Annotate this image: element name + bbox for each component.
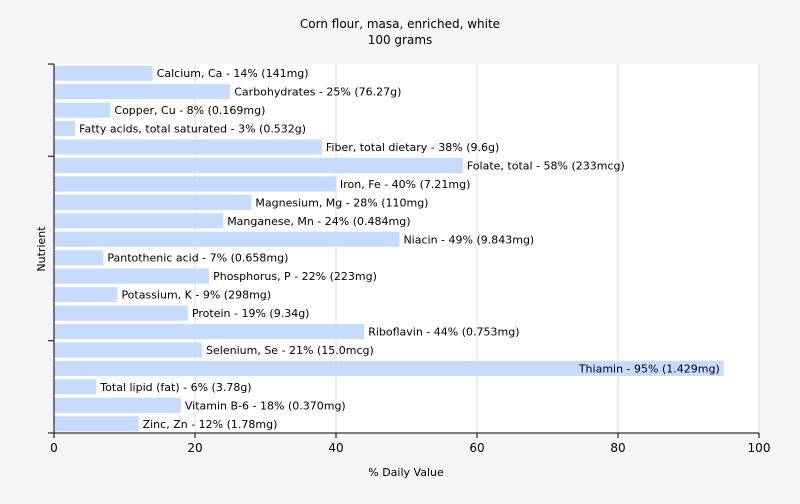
bar-label: Total lipid (fat) - 6% (3.78g) [99,381,251,394]
bar [54,305,188,321]
bar-label: Riboflavin - 44% (0.753mg) [368,326,519,339]
bar [54,268,210,284]
chart-subtitle: 100 grams [368,33,433,47]
bar [54,102,111,118]
bar [54,416,139,432]
bar [54,194,252,210]
bar-label: Thiamin - 95% (1.429mg) [578,362,720,375]
bar [54,139,322,155]
bar [54,231,400,247]
x-tick-label: 60 [469,441,484,455]
bar-label: Calcium, Ca - 14% (141mg) [157,67,309,80]
x-axis-label: % Daily Value [368,466,444,479]
bar [54,157,463,174]
bar-label: Vitamin B-6 - 18% (0.370mg) [185,399,346,412]
bar-label: Carbohydrates - 25% (76.27g) [234,86,401,99]
bars: Calcium, Ca - 14% (141mg) Carbohydrates -… [54,65,724,432]
bar [54,360,724,376]
bar [54,342,203,358]
bar-label: Folate, total - 58% (233mcg) [467,159,625,172]
x-tick-label: 0 [50,441,58,455]
bar [54,65,153,81]
bar-label: Phosphorus, P - 22% (223mg) [213,270,377,283]
bar [54,84,231,100]
bar [54,397,181,413]
bar [54,379,97,395]
bar [54,287,118,303]
axes [48,63,759,434]
bar-label: Fiber, total dietary - 38% (9.6g) [326,141,499,154]
chart-title: Corn flour, masa, enriched, white [300,17,500,31]
bar [54,250,104,266]
bar-label: Copper, Cu - 8% (0.169mg) [114,104,265,117]
bar-label: Iron, Fe - 40% (7.21mg) [340,178,470,191]
bar-label: Pantothenic acid - 7% (0.658mg) [107,252,288,265]
bar-label: Magnesium, Mg - 28% (110mg) [255,196,428,209]
x-tick-label: 40 [328,441,343,455]
x-ticks: 0 20 40 60 80 100 [50,433,770,455]
bar-label: Selenium, Se - 21% (15.0mcg) [206,344,374,357]
bar [54,176,336,192]
bar-label: Niacin - 49% (9.843mg) [403,233,534,246]
bar [54,213,224,229]
bar-label: Protein - 19% (9.34g) [192,307,310,320]
bar [54,323,365,340]
bar-label: Fatty acids, total saturated - 3% (0.532… [79,123,306,136]
x-tick-label: 100 [748,441,771,455]
bar-label: Manganese, Mn - 24% (0.484mg) [227,215,410,228]
bar-label: Zinc, Zn - 12% (1.78mg) [143,418,278,431]
x-tick-label: 20 [187,441,202,455]
x-tick-label: 80 [610,441,625,455]
plot-area [54,64,759,433]
bar [54,121,76,137]
bar-label: Potassium, K - 9% (298mg) [121,289,271,302]
y-axis-label: Nutrient [35,226,48,272]
